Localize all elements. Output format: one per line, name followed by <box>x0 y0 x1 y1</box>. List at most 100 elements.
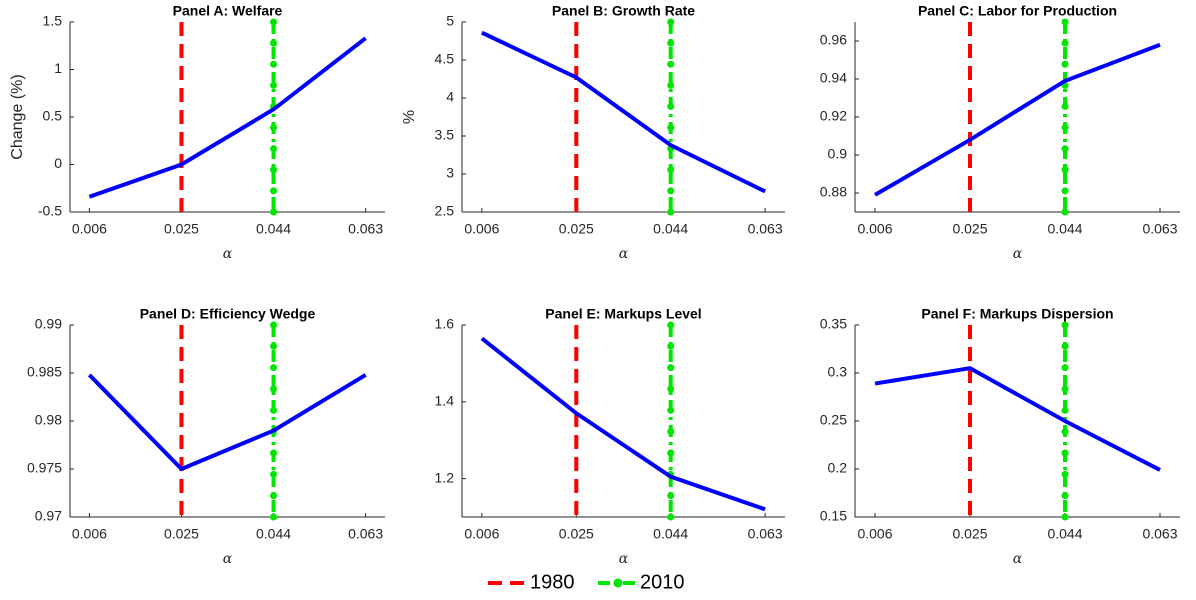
x-tick-label: 0.006 <box>857 526 892 542</box>
panel-title: Panel C: Labor for Production <box>918 3 1117 19</box>
reference-marker <box>1061 321 1069 329</box>
legend-label: 1980 <box>530 571 575 593</box>
y-tick-label: 0.98 <box>35 412 62 428</box>
panel: 0.97 0.975 0.98 0.985 0.99 0.006 0.025 0.044 0.0… <box>27 306 385 567</box>
x-tick-label: 0.025 <box>164 221 199 237</box>
panel: 0.15 0.2 0.25 0.3 0.35 0.006 0.025 0.044 0.063 Pa… <box>820 306 1180 567</box>
reference-marker <box>667 18 675 26</box>
reference-marker <box>1061 406 1069 414</box>
legend-marker <box>613 578 623 588</box>
reference-marker <box>667 166 675 174</box>
y-tick-label: 1.4 <box>435 393 455 409</box>
x-tick-label: 0.063 <box>1142 526 1177 542</box>
reference-marker <box>667 208 675 216</box>
reference-marker <box>667 449 675 457</box>
y-tick-label: 0.35 <box>820 316 847 332</box>
data-line <box>88 36 367 199</box>
y-tick-label: 4 <box>446 89 454 105</box>
data-line <box>87 373 367 472</box>
reference-marker <box>270 385 278 393</box>
data-line <box>873 42 1161 197</box>
reference-marker <box>1061 187 1069 195</box>
reference-marker <box>667 513 675 521</box>
legend-label: 2010 <box>640 571 685 593</box>
x-axis-label: α <box>223 246 233 262</box>
reference-marker <box>667 428 675 436</box>
reference-marker <box>270 513 278 521</box>
reference-marker <box>667 81 675 89</box>
reference-marker <box>667 124 675 132</box>
x-axis-label: α <box>619 551 629 567</box>
reference-marker <box>270 81 278 89</box>
x-tick-label: 0.006 <box>72 221 107 237</box>
reference-marker <box>270 18 278 26</box>
x-axis-label: α <box>619 246 629 262</box>
reference-marker <box>1061 18 1069 26</box>
y-tick-label: 0.99 <box>35 316 62 332</box>
x-tick-label: 0.044 <box>653 221 688 237</box>
reference-marker <box>1061 342 1069 350</box>
reference-marker <box>667 385 675 393</box>
x-tick-label: 0.044 <box>653 526 688 542</box>
x-tick-label: 0.044 <box>1047 526 1082 542</box>
x-tick-label: 0.025 <box>559 221 594 237</box>
y-tick-label: 1 <box>54 60 62 76</box>
x-tick-label: 0.025 <box>952 221 987 237</box>
reference-marker <box>1061 385 1069 393</box>
reference-marker <box>1061 364 1069 372</box>
x-tick-label: 0.063 <box>348 221 383 237</box>
reference-marker <box>270 321 278 329</box>
panel: 0.88 0.9 0.92 0.94 0.96 0.006 0.025 0.044 0.063 P… <box>820 3 1180 262</box>
panel: -0.5 0 0.5 1 1.5 0.006 0.025 0.044 0.063 Panel A:… <box>9 3 385 262</box>
data-line <box>481 30 767 194</box>
y-tick-label: 2.5 <box>435 203 455 219</box>
reference-marker <box>667 102 675 110</box>
reference-marker <box>270 208 278 216</box>
panel-title: Panel D: Efficiency Wedge <box>140 306 316 322</box>
reference-marker <box>270 364 278 372</box>
reference-marker <box>270 406 278 414</box>
y-tick-label: 1.6 <box>435 316 455 332</box>
x-axis-label: α <box>1013 246 1023 262</box>
panel-title: Panel A: Welfare <box>173 3 283 19</box>
panel-title: Panel E: Markups Level <box>545 306 701 322</box>
reference-marker <box>270 145 278 153</box>
reference-marker <box>1061 39 1069 47</box>
reference-marker <box>270 166 278 174</box>
x-tick-label: 0.044 <box>256 526 291 542</box>
y-tick-label: 0.975 <box>27 460 62 476</box>
reference-marker <box>1061 470 1069 478</box>
reference-marker <box>270 342 278 350</box>
y-tick-label: 3 <box>446 165 454 181</box>
data-line <box>480 336 766 512</box>
y-axis-label: Change (%) <box>9 74 26 159</box>
y-tick-label: 0.94 <box>820 70 847 86</box>
reference-marker <box>1061 449 1069 457</box>
x-axis-label: α <box>1013 551 1023 567</box>
x-tick-label: 0.025 <box>559 526 594 542</box>
y-tick-label: 3.5 <box>435 127 455 143</box>
reference-marker <box>1061 60 1069 68</box>
panel-title: Panel B: Growth Rate <box>552 3 695 19</box>
reference-marker <box>667 364 675 372</box>
y-tick-label: 0 <box>54 155 62 171</box>
reference-marker <box>1061 492 1069 500</box>
y-tick-label: 0.92 <box>820 108 847 124</box>
x-tick-label: 0.006 <box>72 526 107 542</box>
y-tick-label: 0.88 <box>820 184 847 200</box>
reference-marker <box>270 124 278 132</box>
y-tick-label: 0.2 <box>828 460 848 476</box>
x-tick-label: 0.044 <box>256 221 291 237</box>
reference-marker <box>270 60 278 68</box>
x-tick-label: 0.006 <box>464 221 499 237</box>
y-tick-label: 0.25 <box>820 412 847 428</box>
panel: 2.5 3 3.5 4 4.5 5 0.006 0.025 0.044 0.063 Panel B:… <box>401 3 785 262</box>
x-tick-label: 0.063 <box>748 221 783 237</box>
reference-marker <box>667 321 675 329</box>
reference-marker <box>667 39 675 47</box>
y-tick-label: -0.5 <box>38 203 62 219</box>
legend: 1980 2010 <box>488 571 685 593</box>
y-tick-label: 0.5 <box>43 108 63 124</box>
reference-marker <box>270 39 278 47</box>
